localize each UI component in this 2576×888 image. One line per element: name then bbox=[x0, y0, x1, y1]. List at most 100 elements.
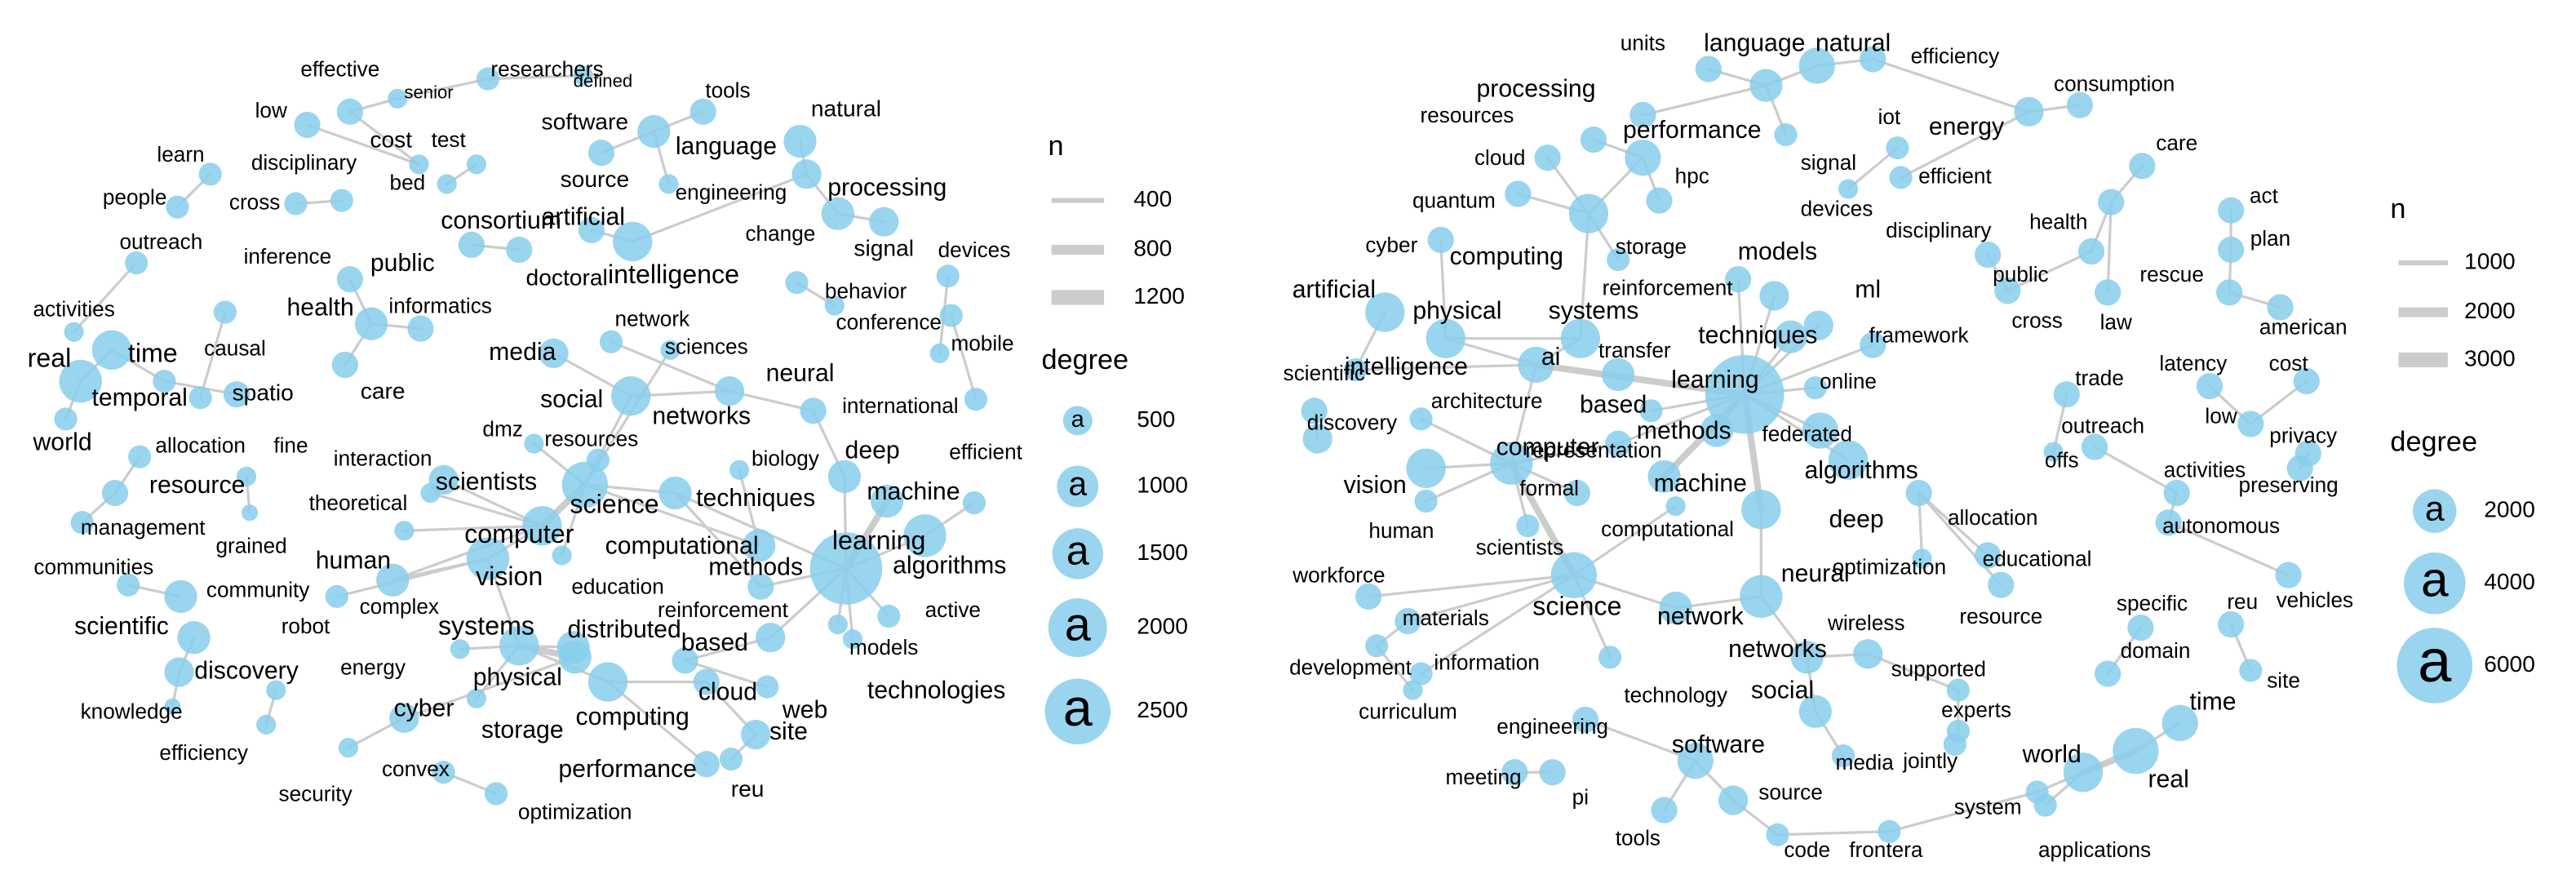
node-label: mobile bbox=[951, 331, 1013, 356]
node bbox=[1831, 744, 1856, 768]
legend-key-circle bbox=[1052, 528, 1103, 579]
node-label: learning bbox=[1671, 366, 1758, 393]
node-label: algorithms bbox=[893, 553, 1006, 579]
node-label: processing bbox=[827, 175, 947, 202]
node bbox=[2043, 442, 2064, 462]
node bbox=[1406, 448, 1446, 488]
node-label: optimization bbox=[518, 800, 632, 824]
node bbox=[1560, 318, 1601, 358]
node bbox=[1740, 575, 1783, 619]
edge bbox=[1406, 574, 1576, 623]
node bbox=[539, 338, 569, 368]
node bbox=[1602, 357, 1635, 392]
node-label: trade bbox=[2075, 366, 2124, 390]
legend-title: degree bbox=[2390, 427, 2477, 458]
node bbox=[91, 330, 132, 370]
node-label: models bbox=[1738, 238, 1817, 265]
node-label: allocation bbox=[155, 433, 246, 458]
node-label: disciplinary bbox=[1886, 218, 1992, 242]
node bbox=[1425, 318, 1465, 358]
node-label: models bbox=[849, 635, 918, 659]
node bbox=[1403, 680, 1423, 700]
node-label: based bbox=[1580, 391, 1647, 418]
node-label: software bbox=[542, 108, 628, 134]
legend-key-symbol: a bbox=[2425, 489, 2445, 528]
legend-key-symbol: a bbox=[1066, 528, 1089, 574]
node bbox=[689, 98, 716, 126]
node bbox=[964, 388, 988, 411]
node-label: neural bbox=[1781, 561, 1850, 588]
node bbox=[59, 359, 102, 403]
edge bbox=[1887, 790, 2039, 833]
node bbox=[1505, 180, 1532, 207]
node-label: source bbox=[1758, 779, 1823, 804]
node-label: methods bbox=[1637, 417, 1731, 444]
node bbox=[827, 460, 862, 493]
node bbox=[2216, 279, 2243, 306]
node bbox=[658, 174, 679, 194]
legend-key-symbol: a bbox=[1065, 598, 1092, 650]
node-label: physical bbox=[1412, 298, 1501, 325]
node bbox=[719, 748, 743, 771]
node-label: natural bbox=[811, 95, 881, 121]
node bbox=[64, 322, 84, 342]
edge bbox=[1918, 491, 2002, 587]
node bbox=[213, 300, 237, 324]
node-label: social bbox=[1751, 677, 1814, 704]
node-label: materials bbox=[1403, 606, 1489, 630]
node bbox=[223, 381, 251, 408]
node bbox=[1803, 310, 1833, 340]
node bbox=[1563, 479, 1590, 507]
node-label: software bbox=[1672, 731, 1765, 758]
legend-label: 500 bbox=[1137, 406, 1175, 432]
node-label: system bbox=[1954, 794, 2022, 819]
node-label: processing bbox=[1477, 76, 1596, 103]
node-label: federated bbox=[1762, 421, 1852, 446]
node-label: theoretical bbox=[309, 491, 408, 515]
node-label: media bbox=[1836, 750, 1895, 775]
node-label: low bbox=[255, 98, 287, 122]
node bbox=[747, 573, 774, 600]
node bbox=[869, 206, 899, 237]
node-label: performance bbox=[558, 756, 696, 783]
node-label: activities bbox=[2164, 458, 2246, 482]
node bbox=[1774, 122, 1798, 147]
legend-label: 2500 bbox=[1137, 696, 1188, 722]
node bbox=[1607, 248, 1630, 272]
node-label: learning bbox=[832, 526, 926, 555]
node-label: grained bbox=[215, 533, 286, 557]
node bbox=[164, 579, 197, 613]
edge bbox=[402, 524, 544, 532]
node-label: social bbox=[540, 386, 603, 413]
node bbox=[54, 407, 78, 431]
node bbox=[2033, 793, 2057, 817]
node bbox=[743, 529, 776, 562]
node bbox=[1572, 706, 1599, 733]
node bbox=[117, 573, 140, 597]
node-label: resources bbox=[544, 426, 638, 451]
node bbox=[2063, 753, 2104, 793]
node bbox=[1659, 591, 1692, 625]
node-label: tools bbox=[1616, 826, 1660, 850]
node bbox=[962, 491, 987, 515]
node bbox=[785, 271, 809, 295]
node-label: neural bbox=[766, 360, 835, 387]
node bbox=[1946, 678, 1971, 702]
edge bbox=[396, 78, 490, 100]
legend-title: n bbox=[1049, 131, 1064, 162]
node bbox=[2163, 479, 2190, 507]
node-label: network bbox=[615, 307, 691, 331]
node-label: supported bbox=[1891, 656, 1986, 681]
node bbox=[499, 626, 539, 666]
node-label: web bbox=[782, 697, 827, 724]
node bbox=[376, 563, 410, 597]
node bbox=[1994, 278, 2021, 304]
node-label: discovery bbox=[1307, 410, 1398, 434]
node-label: vision bbox=[1344, 472, 1407, 499]
node-label: conference bbox=[836, 310, 942, 335]
node-label: learn bbox=[157, 142, 204, 166]
node bbox=[2113, 727, 2159, 775]
node bbox=[1975, 542, 2002, 569]
node bbox=[756, 623, 786, 653]
